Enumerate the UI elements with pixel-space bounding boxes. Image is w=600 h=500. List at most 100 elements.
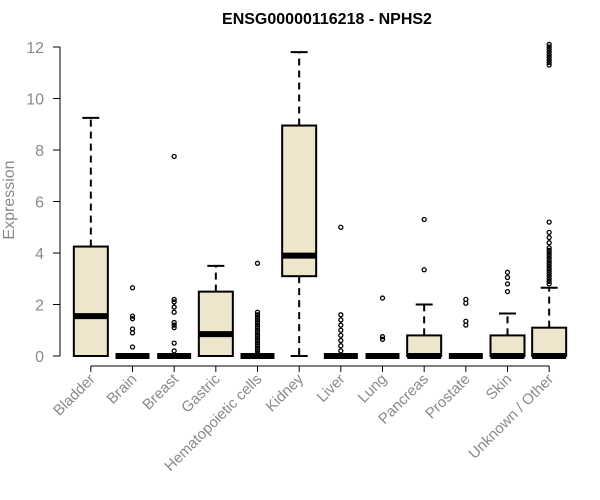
outlier-point [504,281,511,287]
box-kidney [281,51,318,357]
outlier-point [171,322,177,328]
outlier-point [254,340,261,346]
outlier-point [546,49,552,55]
outlier-point [171,348,177,354]
outlier-point [546,268,552,274]
chart-title: ENSG00000116218 - NPHS2 [222,11,432,28]
boxes [72,41,568,359]
box-unknown-other [531,41,568,359]
outlier-point [546,265,552,272]
outlier-point [338,322,344,328]
y-axis-label: Expression [1,160,18,239]
outlier-point [254,309,261,315]
outlier-point [338,317,344,323]
outlier-point [171,304,177,310]
outlier-point [171,309,177,315]
box-skin [489,269,526,359]
outlier-point [421,267,427,273]
outlier-point [171,319,177,326]
iqr-box [197,290,234,357]
y-tick-label: 6 [35,195,44,212]
outlier-point [129,313,136,319]
y-tick-label: 4 [35,246,44,263]
outlier-point [129,316,136,322]
outlier-point [504,269,511,275]
x-tick-label: Prostate [422,371,474,423]
outlier-point [254,350,261,357]
iqr-box [489,334,526,357]
outlier-point [546,247,552,254]
box-brain [115,285,150,359]
outlier-point [254,260,261,266]
outlier-point [338,348,344,354]
axes: 0 2 4 6 8 10 12 [26,40,550,367]
outlier-point [546,263,552,269]
iqr-box [531,326,568,357]
outlier-point [254,325,261,331]
outlier-point [379,295,386,301]
outlier-point [546,258,552,264]
x-tick-label: Brain [104,371,141,408]
x-tick-label: Bladder [50,371,99,420]
outlier-point [504,288,511,295]
outlier-point [254,322,261,328]
x-tick-label: Breast [139,370,182,413]
outlier-point [338,337,344,344]
outlier-point [254,319,261,326]
outlier-point [171,340,177,346]
outlier-point [546,59,552,66]
outlier-point [171,299,177,305]
outlier-point [546,252,552,259]
outlier-point [546,219,552,225]
outlier-point [504,274,511,281]
outlier-point [254,312,261,318]
outlier-point [379,334,386,340]
outlier-point [254,327,261,333]
outlier-point [254,314,261,321]
outlier-point [546,278,552,284]
box-liver [323,224,358,359]
outlier-point [546,57,552,63]
x-tick-label: Kidney [263,370,308,415]
outlier-point [338,343,344,349]
outlier-point [129,326,136,332]
outlier-point [546,245,552,251]
outlier-point [254,317,261,323]
outlier-point [254,337,261,344]
outlier-point [546,276,552,282]
outlier-point [546,240,552,246]
box-pancreas [406,216,443,359]
outlier-point [254,343,261,349]
outlier-point [546,54,552,60]
outlier-point [546,62,552,68]
y-tick-label: 10 [26,92,44,109]
outlier-point [254,330,261,336]
outlier-point [254,332,261,339]
outlier-point [463,318,469,324]
outlier-point [463,296,469,303]
outlier-point [129,344,136,350]
outlier-point [546,52,552,58]
x-tick-label: Skin [483,371,516,404]
y-tick-label: 2 [35,298,44,315]
outlier-point [546,250,552,256]
outlier-point [546,229,552,236]
outlier-point [338,332,344,339]
outlier-point [254,335,261,341]
y-tick-label: 8 [35,143,44,160]
outlier-point [546,41,552,48]
y-tick-label: 0 [35,349,44,366]
outlier-point [129,285,136,291]
outlier-point [546,255,552,261]
x-tick-label: Lung [355,371,391,407]
outlier-point [546,260,552,266]
iqr-box [281,124,318,278]
outlier-point [171,296,177,303]
outlier-point [171,325,177,331]
outlier-point [546,234,552,241]
box-bladder [72,116,109,357]
outlier-point [546,273,552,279]
outlier-point [379,336,386,342]
